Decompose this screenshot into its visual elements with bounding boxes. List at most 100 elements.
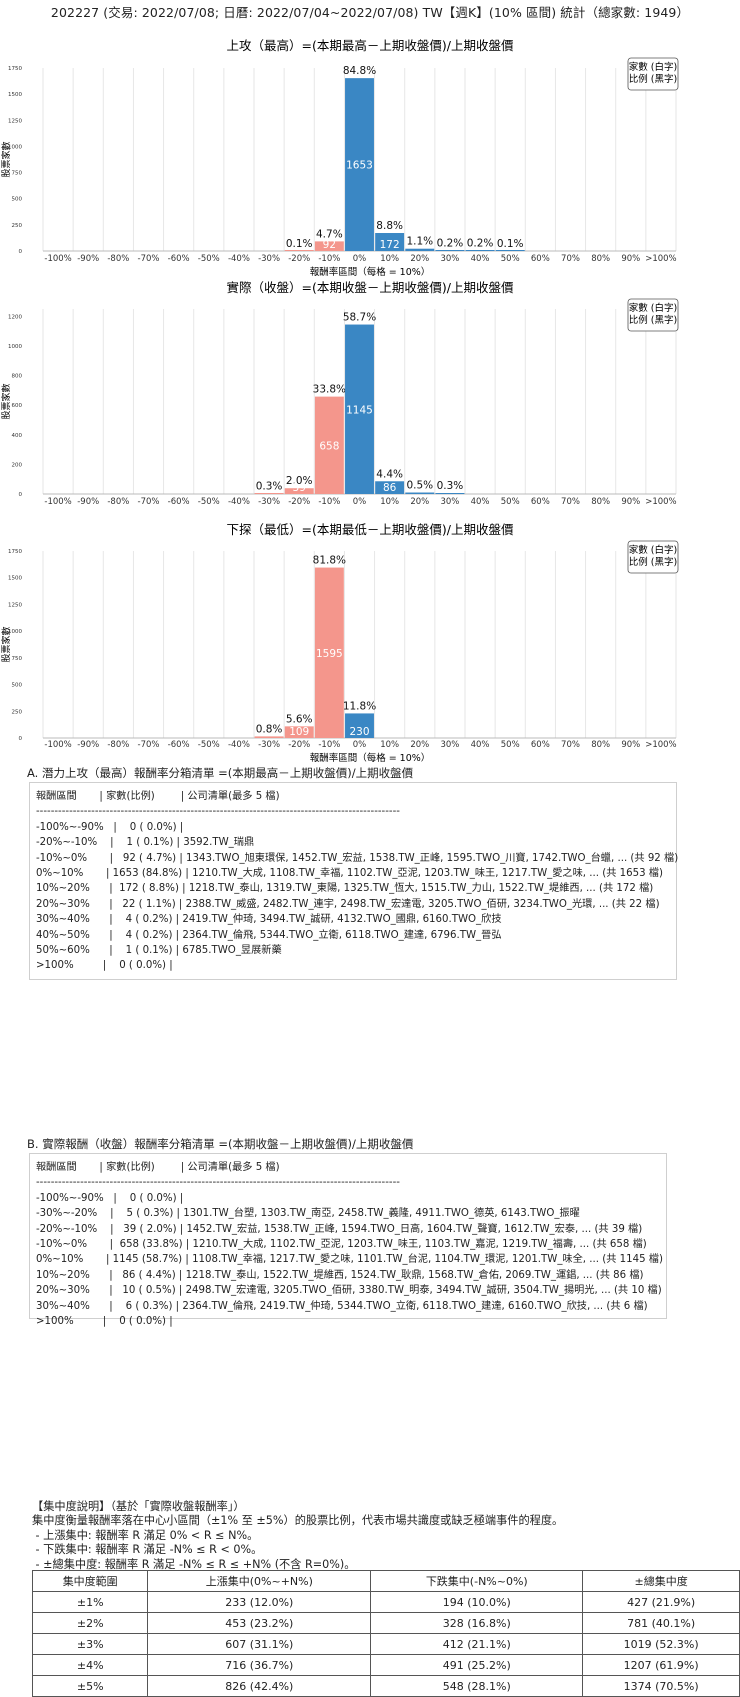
bar xyxy=(284,726,314,738)
y-tick-label: 1250 xyxy=(8,602,22,608)
table-cell: 194 (10.0%) xyxy=(370,1591,584,1613)
list-item: 20%~30% | 22 ( 1.1%) | 2388.TW_威盛, 2482.… xyxy=(36,898,660,910)
legend-frame xyxy=(627,540,679,574)
x-tick-label: 90% xyxy=(621,497,640,507)
x-tick-label: 90% xyxy=(621,254,640,264)
x-tick-label: -40% xyxy=(228,740,250,750)
concentration-note-line: - 下跌集中: 報酬率 R 滿足 -N% ≤ R < 0%。 xyxy=(32,1543,263,1557)
bar xyxy=(435,250,465,251)
x-tick-label: 60% xyxy=(531,497,550,507)
table-cell: 1019 (52.3%) xyxy=(582,1633,740,1655)
list-item: ----------------------------------------… xyxy=(36,1177,400,1189)
bar-count-label: 1145 xyxy=(346,404,373,416)
concentration-note-line: - 上漲集中: 報酬率 R 滿足 0% < R ≤ N%。 xyxy=(32,1528,259,1542)
x-tick-label: -80% xyxy=(107,254,129,264)
bar xyxy=(495,250,525,251)
y-tick-label: 250 xyxy=(12,223,23,229)
list-item: 30%~40% | 4 ( 0.2%) | 2419.TW_仲琦, 3494.T… xyxy=(36,914,502,926)
legend-entry: 家數 (白字) xyxy=(629,302,677,314)
legend-entry: 比例 (黑字) xyxy=(629,314,677,326)
bar-percent-label: 4.4% xyxy=(376,468,403,480)
x-tick-label: -70% xyxy=(138,497,160,507)
x-axis-label: 報酬率區間（每格 = 10%） xyxy=(310,266,431,278)
x-tick-label: -20% xyxy=(288,740,310,750)
chart-low: 下探（最低）=(本期最低－上期收盤價)/上期收盤價 0 250 500 750 1000 1… xyxy=(0,522,679,764)
concentration-table: 集中度範圍 上漲集中(0%~+N%) 下跌集中(-N%~0%) ±總集中度 ±1% 23… xyxy=(31,1570,740,1697)
concentration-note-line: 【集中度說明】（基於「實際收盤報酬率」） xyxy=(32,1500,245,1513)
list-item: 30%~40% | 6 ( 0.3%) | 2364.TW_倫飛, 2419.T… xyxy=(36,1300,648,1312)
x-tick-label: -80% xyxy=(107,497,129,507)
y-tick-label: 1500 xyxy=(8,576,22,582)
y-tick-label: 1000 xyxy=(8,629,22,635)
table-cell: 716 (36.7%) xyxy=(147,1654,372,1676)
x-tick-label: -10% xyxy=(318,254,340,264)
y-tick-label: 0 xyxy=(19,492,23,498)
x-tick-label: -40% xyxy=(228,497,250,507)
x-tick-label: 70% xyxy=(561,254,580,264)
bar xyxy=(314,241,344,251)
table-cell: 412 (21.1%) xyxy=(370,1633,584,1655)
bar-percent-label: 84.8% xyxy=(343,65,376,77)
x-tick-label: -90% xyxy=(77,254,99,264)
y-tick-label: 1500 xyxy=(8,92,22,98)
x-tick-label: >100% xyxy=(645,497,676,507)
section-a-list: 報酬區間 | 家數(比例) | 公司清單(最多 5 檔) ------------… xyxy=(30,783,678,980)
bar-count-label: 39 xyxy=(293,482,306,494)
x-tick-label: 40% xyxy=(471,740,490,750)
x-tick-label: -30% xyxy=(258,497,280,507)
x-tick-label: 70% xyxy=(561,497,580,507)
bar xyxy=(345,324,374,494)
x-tick-label: 10% xyxy=(380,740,399,750)
chart-legend: 家數 (白字)比例 (黑字) xyxy=(627,57,679,91)
x-axis-label: 報酬率區間（每格 = 10%） xyxy=(310,752,431,764)
x-tick-label: -70% xyxy=(138,740,160,750)
bar-percent-label: 33.8% xyxy=(313,384,346,396)
x-tick-label: -30% xyxy=(258,254,280,264)
bar-percent-label: 0.1% xyxy=(286,238,313,250)
chart-legend: 家數 (白字)比例 (黑字) xyxy=(627,298,679,332)
y-tick-label: 0 xyxy=(19,249,23,255)
list-item: 10%~20% | 172 ( 8.8%) | 1218.TW_泰山, 1319… xyxy=(36,883,654,895)
table-row: ±3% 607 (31.1%) 412 (21.1%) 1019 (52.3%) xyxy=(31,1633,740,1655)
bar-percent-label: 0.3% xyxy=(437,480,464,492)
bar-percent-label: 81.8% xyxy=(313,555,346,567)
chart-close: 實際（收盤）=(本期收盤－上期收盤價)/上期收盤價 0 200 400 600 800 10… xyxy=(0,280,679,507)
x-tick-label: -50% xyxy=(198,254,220,264)
section-b-list: 報酬區間 | 家數(比例) | 公司清單(最多 5 檔) ------------… xyxy=(30,1154,666,1335)
bar-percent-label: 0.3% xyxy=(256,480,283,492)
table-header-cell: 上漲集中(0%~+N%) xyxy=(147,1570,372,1592)
legend-frame xyxy=(627,298,679,332)
table-cell: 826 (42.4%) xyxy=(147,1675,372,1697)
bar xyxy=(435,493,465,494)
table-header-cell: 下跌集中(-N%~0%) xyxy=(370,1570,584,1592)
y-tick-label: 600 xyxy=(12,403,23,409)
x-tick-label: 0% xyxy=(353,254,367,264)
table-header-cell: ±總集中度 xyxy=(582,1570,740,1592)
x-tick-label: 40% xyxy=(471,254,490,264)
section-a-title: A. 潛力上攻（最高）報酬率分箱清單 =(本期最高－上期收盤價)/上期收盤價 xyxy=(27,766,414,780)
bar xyxy=(314,567,344,738)
list-item: >100% | 0 ( 0.0%) | xyxy=(36,1316,173,1328)
chart-title: 下探（最低）=(本期最低－上期收盤價)/上期收盤價 xyxy=(227,522,514,537)
y-tick-label: 800 xyxy=(12,374,23,380)
legend-frame xyxy=(627,57,679,91)
x-tick-label: -10% xyxy=(318,740,340,750)
x-tick-label: 60% xyxy=(531,740,550,750)
table-cell: ±3% xyxy=(31,1633,149,1655)
x-tick-label: -60% xyxy=(168,740,190,750)
bar-percent-label: 58.7% xyxy=(343,312,376,324)
x-tick-label: -80% xyxy=(107,740,129,750)
table-cell: 607 (31.1%) xyxy=(147,1633,372,1655)
list-item: -100%~-90% | 0 ( 0.0%) | xyxy=(36,821,184,833)
x-tick-label: -10% xyxy=(318,497,340,507)
x-tick-label: -40% xyxy=(228,254,250,264)
table-header-cell: 集中度範圍 xyxy=(31,1570,149,1592)
y-axis-label: 股票家數 xyxy=(0,383,12,419)
legend-entry: 家數 (白字) xyxy=(629,544,677,556)
y-tick-label: 250 xyxy=(12,709,23,715)
legend-entry: 比例 (黑字) xyxy=(629,556,677,568)
bar-count-label: 92 xyxy=(323,239,336,251)
bar-count-label: 230 xyxy=(349,726,369,738)
bar xyxy=(405,248,435,251)
x-tick-label: -20% xyxy=(288,497,310,507)
